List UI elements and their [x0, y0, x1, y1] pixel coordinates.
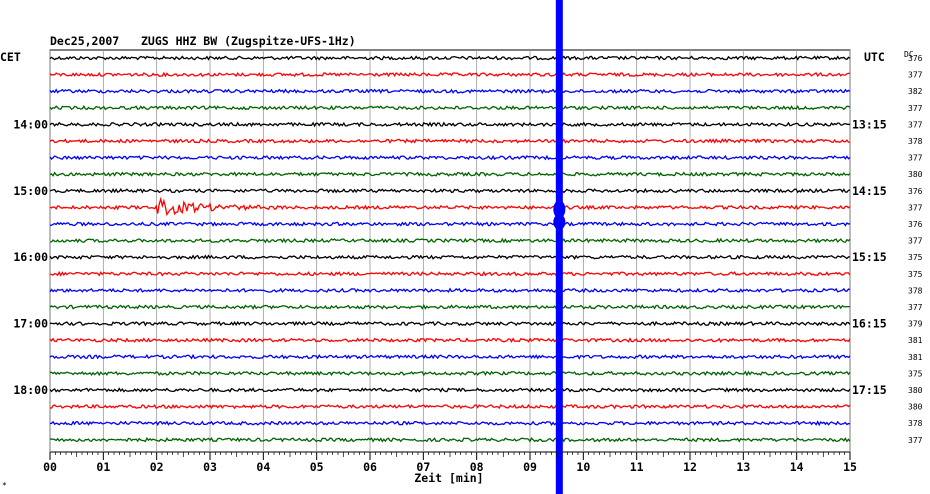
right-hour-label: 16:15 — [852, 317, 887, 331]
seismogram-trace — [49, 154, 851, 161]
x-tick-label: 11 — [630, 460, 644, 474]
seismogram-trace — [49, 187, 851, 194]
right-hour-label: 13:15 — [852, 117, 887, 131]
dc-value: 378 — [908, 419, 923, 428]
trace-group — [49, 55, 851, 443]
seismogram-trace — [49, 88, 851, 95]
seismogram-trace — [49, 221, 851, 227]
seismogram-trace — [49, 287, 851, 294]
x-tick-label: 01 — [96, 460, 110, 474]
dc-value: 377 — [908, 203, 923, 212]
time-marker-bar — [555, 0, 563, 494]
right-hour-label: 17:15 — [852, 383, 887, 397]
seismogram-trace — [49, 437, 851, 443]
x-tick-label: 09 — [523, 460, 537, 474]
left-hour-label: 14:00 — [13, 117, 48, 131]
left-timezone-label: CET — [0, 50, 21, 64]
dc-value: 377 — [908, 104, 923, 113]
header-date: Dec25,2007 — [50, 34, 119, 48]
seismogram-trace — [49, 403, 851, 410]
dc-value: 377 — [908, 303, 923, 312]
marker-group — [553, 0, 566, 494]
seismogram-trace — [49, 104, 851, 111]
x-tick-label: 06 — [363, 460, 377, 474]
dc-value: 380 — [908, 403, 923, 412]
right-hour-label: 15:15 — [852, 250, 887, 264]
dc-value: 375 — [908, 369, 923, 378]
seismogram-trace — [49, 196, 851, 217]
dc-value: 380 — [908, 386, 923, 395]
dc-value: 376 — [908, 220, 923, 229]
left-hour-label: 15:00 — [13, 184, 48, 198]
dc-value: 377 — [908, 237, 923, 246]
seismogram-trace — [49, 304, 851, 310]
dc-value: 381 — [908, 336, 923, 345]
x-tick-label: 13 — [736, 460, 750, 474]
marker-blob — [553, 200, 566, 219]
seismogram-trace — [49, 237, 851, 244]
x-tick-label: 04 — [256, 460, 270, 474]
dc-value: 377 — [908, 436, 923, 445]
x-tick-label: 00 — [43, 460, 57, 474]
seismogram-trace — [49, 270, 851, 277]
seismogram-trace — [49, 420, 851, 427]
dc-value: 378 — [908, 137, 923, 146]
header-station: ZUGS HHZ BW (Zugspitze-UFS-1Hz) — [141, 34, 356, 48]
dc-column-label: DC — [904, 50, 914, 59]
left-hour-label: 16:00 — [13, 250, 48, 264]
dc-value: 376 — [908, 54, 923, 63]
x-tick-label: 02 — [150, 460, 164, 474]
axis-labels: 00 01 02 03 04 05 06 07 08 09 10 11 12 13 14 15 14:00 15:… — [13, 54, 922, 474]
corner-mark: * — [2, 481, 7, 490]
left-hour-label: 17:00 — [13, 317, 48, 331]
seismogram-trace — [49, 138, 851, 144]
dc-value: 382 — [908, 87, 923, 96]
seismogram-trace — [49, 387, 851, 393]
dc-value: 380 — [908, 170, 923, 179]
dc-value: 378 — [908, 286, 923, 295]
x-tick-label: 07 — [416, 460, 430, 474]
seismogram-trace — [49, 337, 851, 343]
marker-blob — [553, 214, 566, 230]
x-tick-label: 03 — [203, 460, 217, 474]
seismogram-trace — [49, 370, 851, 377]
seismogram-trace — [49, 121, 851, 128]
dc-value: 377 — [908, 154, 923, 163]
seismogram-trace — [49, 254, 851, 261]
x-tick-label: 15 — [843, 460, 857, 474]
right-timezone-label: UTC — [864, 50, 885, 64]
dc-value: 377 — [908, 120, 923, 129]
seismogram-trace — [49, 353, 851, 360]
right-hour-label: 14:15 — [852, 184, 887, 198]
x-tick-label: 08 — [470, 460, 484, 474]
left-hour-label: 18:00 — [13, 383, 48, 397]
x-axis-title: Zeit [min] — [414, 471, 483, 485]
seismogram-trace — [49, 171, 851, 178]
seismogram-trace — [49, 320, 851, 327]
dc-value: 375 — [908, 270, 923, 279]
x-tick-label: 14 — [790, 460, 804, 474]
x-tick-label: 05 — [310, 460, 324, 474]
dc-value: 376 — [908, 187, 923, 196]
dc-value: 377 — [908, 71, 923, 80]
dc-value: 381 — [908, 353, 923, 362]
dc-value: 379 — [908, 320, 923, 329]
x-tick-label: 10 — [576, 460, 590, 474]
seismogram-trace — [49, 55, 851, 61]
seismogram-trace — [49, 71, 851, 78]
dc-value: 375 — [908, 253, 923, 262]
x-tick-label: 12 — [683, 460, 697, 474]
